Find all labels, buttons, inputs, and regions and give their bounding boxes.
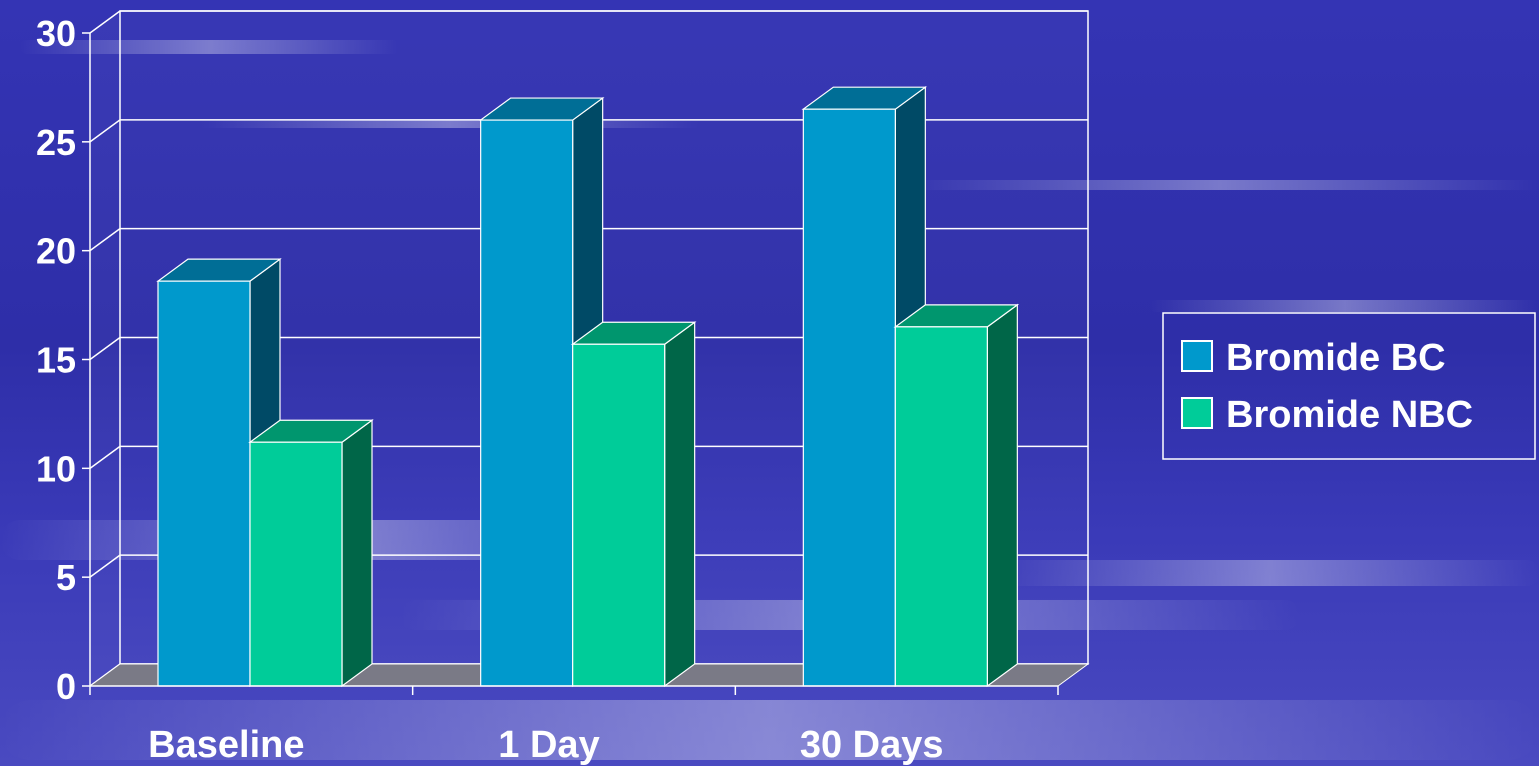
y-tick-label: 5 — [56, 557, 76, 598]
legend-label: Bromide BC — [1226, 337, 1446, 379]
gridline-side — [89, 554, 121, 578]
bar-front-face — [157, 280, 251, 687]
bar-bromide-nbc-baseline — [248, 419, 374, 688]
legend-swatch — [1181, 397, 1213, 429]
legend-box — [1162, 312, 1536, 460]
y-tick-label: 0 — [56, 666, 76, 707]
axes — [82, 32, 1059, 695]
x-category-label: Baseline — [148, 724, 304, 766]
bar-front-face — [894, 326, 988, 687]
legend: Bromide BC Bromide NBC — [1162, 312, 1536, 460]
bar-bromide-nbc-1-day — [570, 321, 697, 688]
legend-swatch — [1181, 340, 1213, 372]
gridline-side — [89, 10, 121, 34]
cloud-streak — [20, 40, 400, 54]
y-tick-label: 25 — [36, 122, 76, 163]
bar-side-face — [341, 419, 373, 688]
cloud-streak — [1150, 300, 1539, 312]
gridline-side — [89, 119, 121, 143]
x-category-label: 1 Day — [498, 724, 599, 766]
x-axis-category-labels: Baseline 1 Day 30 Days — [148, 724, 943, 766]
bar-front-face — [572, 343, 666, 687]
y-tick-label: 20 — [36, 231, 76, 272]
gridline-side — [89, 228, 121, 252]
bar-front-face — [249, 441, 343, 687]
bar-side-face — [986, 303, 1018, 688]
y-tick-label: 30 — [36, 13, 76, 54]
legend-label: Bromide NBC — [1226, 394, 1473, 436]
bar-bromide-nbc-30-days — [893, 303, 1020, 688]
bar-side-face — [664, 321, 696, 688]
cloud-streak — [0, 700, 1539, 760]
x-category-label: 30 Days — [800, 724, 944, 766]
bars — [156, 85, 1020, 688]
y-tick-label: 15 — [36, 340, 76, 381]
bar-front-face — [480, 119, 574, 687]
gridline-side — [89, 336, 121, 361]
cloud-streak — [900, 180, 1539, 190]
bar-front-face — [802, 108, 896, 687]
gridline-side — [89, 445, 121, 469]
y-axis-tick-labels: 0 5 10 15 20 25 30 — [36, 13, 76, 707]
y-tick-label: 10 — [36, 448, 76, 489]
cloud-streak — [1000, 560, 1539, 586]
